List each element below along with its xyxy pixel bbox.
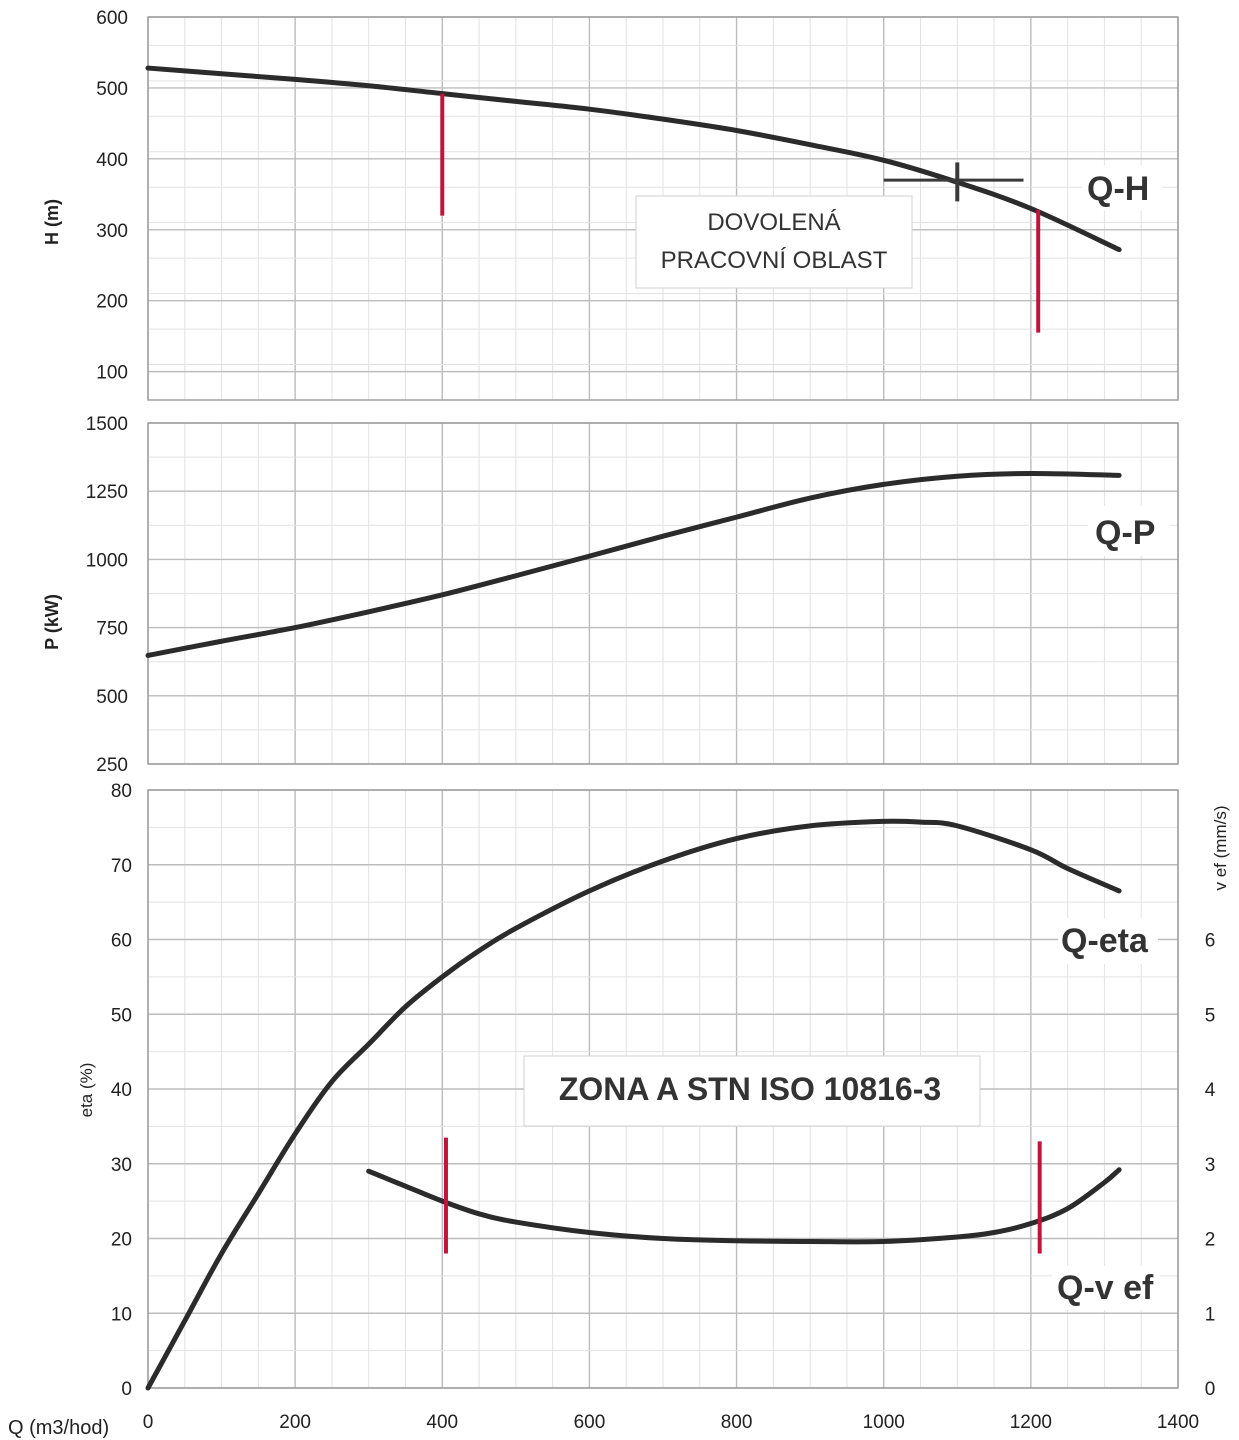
y-tick-label: 300 xyxy=(96,221,128,242)
y-tick-label: 30 xyxy=(111,1155,132,1176)
x-tick-label: 400 xyxy=(426,1412,458,1433)
y-tick-label: 200 xyxy=(96,292,128,313)
vef-axis-title: v ef (mm/s) xyxy=(1211,806,1230,891)
y-tick-label: 250 xyxy=(96,755,128,776)
y-tick-label: 70 xyxy=(111,856,132,877)
y-tick-label: 100 xyxy=(96,363,128,384)
q-p-label: Q-P xyxy=(1095,514,1155,552)
x-tick-label: 600 xyxy=(574,1412,606,1433)
h-axis-title: H (m) xyxy=(42,199,62,245)
y-tick-label: 40 xyxy=(111,1080,132,1101)
zona-text: ZONA A STN ISO 10816-3 xyxy=(559,1071,941,1107)
zona-box xyxy=(523,1055,981,1127)
y2-tick-label: 2 xyxy=(1205,1230,1216,1251)
y-tick-label: 10 xyxy=(111,1304,132,1325)
y-tick-label: 1500 xyxy=(86,414,128,435)
x-tick-label: 0 xyxy=(143,1412,154,1433)
y-tick-label: 400 xyxy=(96,150,128,171)
x-tick-label: 1400 xyxy=(1157,1412,1199,1433)
y2-tick-label: 1 xyxy=(1205,1304,1216,1325)
y2-tick-label: 0 xyxy=(1205,1379,1216,1400)
series-line-q-v-ef xyxy=(366,1167,1122,1245)
p-axis-title: P (kW) xyxy=(42,594,62,650)
q-h-label: Q-H xyxy=(1087,170,1149,208)
eta-axis-title: eta (%) xyxy=(77,1063,96,1118)
y2-tick-label: 3 xyxy=(1205,1155,1216,1176)
y-tick-label: 1000 xyxy=(86,550,128,571)
x-tick-label: 800 xyxy=(721,1412,753,1433)
y-tick-label: 500 xyxy=(96,687,128,708)
chart-panels: 1002003004005006002505007501000125015000… xyxy=(86,8,1216,1433)
working-area-line2: PRACOVNÍ OBLAST xyxy=(661,247,888,274)
q-eta-label: Q-eta xyxy=(1061,922,1149,960)
series-line-q-eta xyxy=(145,818,1122,1391)
panel-2: 250 500 750 1000 1250 1500 xyxy=(86,414,1179,776)
y-tick-label: 0 xyxy=(121,1379,132,1400)
q-vef-label: Q-v ef xyxy=(1057,1269,1154,1307)
series-line-q-p xyxy=(145,470,1122,658)
y-tick-label: 80 xyxy=(111,781,132,802)
panel-1: 100 200 300 400 500 600 xyxy=(96,8,1179,401)
y-tick-label: 50 xyxy=(111,1005,132,1026)
y-tick-label: 1250 xyxy=(86,482,128,503)
x-tick-label: 1000 xyxy=(863,1412,905,1433)
x-tick-label: 200 xyxy=(279,1412,311,1433)
y-tick-label: 750 xyxy=(96,619,128,640)
x-tick-label: 1200 xyxy=(1010,1412,1052,1433)
working-area-line1: DOVOLENÁ xyxy=(707,209,840,236)
y2-tick-label: 5 xyxy=(1205,1005,1216,1026)
q-axis-title: Q (m3/hod) xyxy=(8,1417,109,1439)
y-tick-label: 20 xyxy=(111,1230,132,1251)
y2-tick-label: 6 xyxy=(1205,931,1216,952)
y-tick-label: 60 xyxy=(111,931,132,952)
y-tick-label: 600 xyxy=(96,8,128,29)
working-area-box xyxy=(635,195,913,289)
y-tick-label: 500 xyxy=(96,79,128,100)
y2-tick-label: 4 xyxy=(1205,1080,1216,1101)
